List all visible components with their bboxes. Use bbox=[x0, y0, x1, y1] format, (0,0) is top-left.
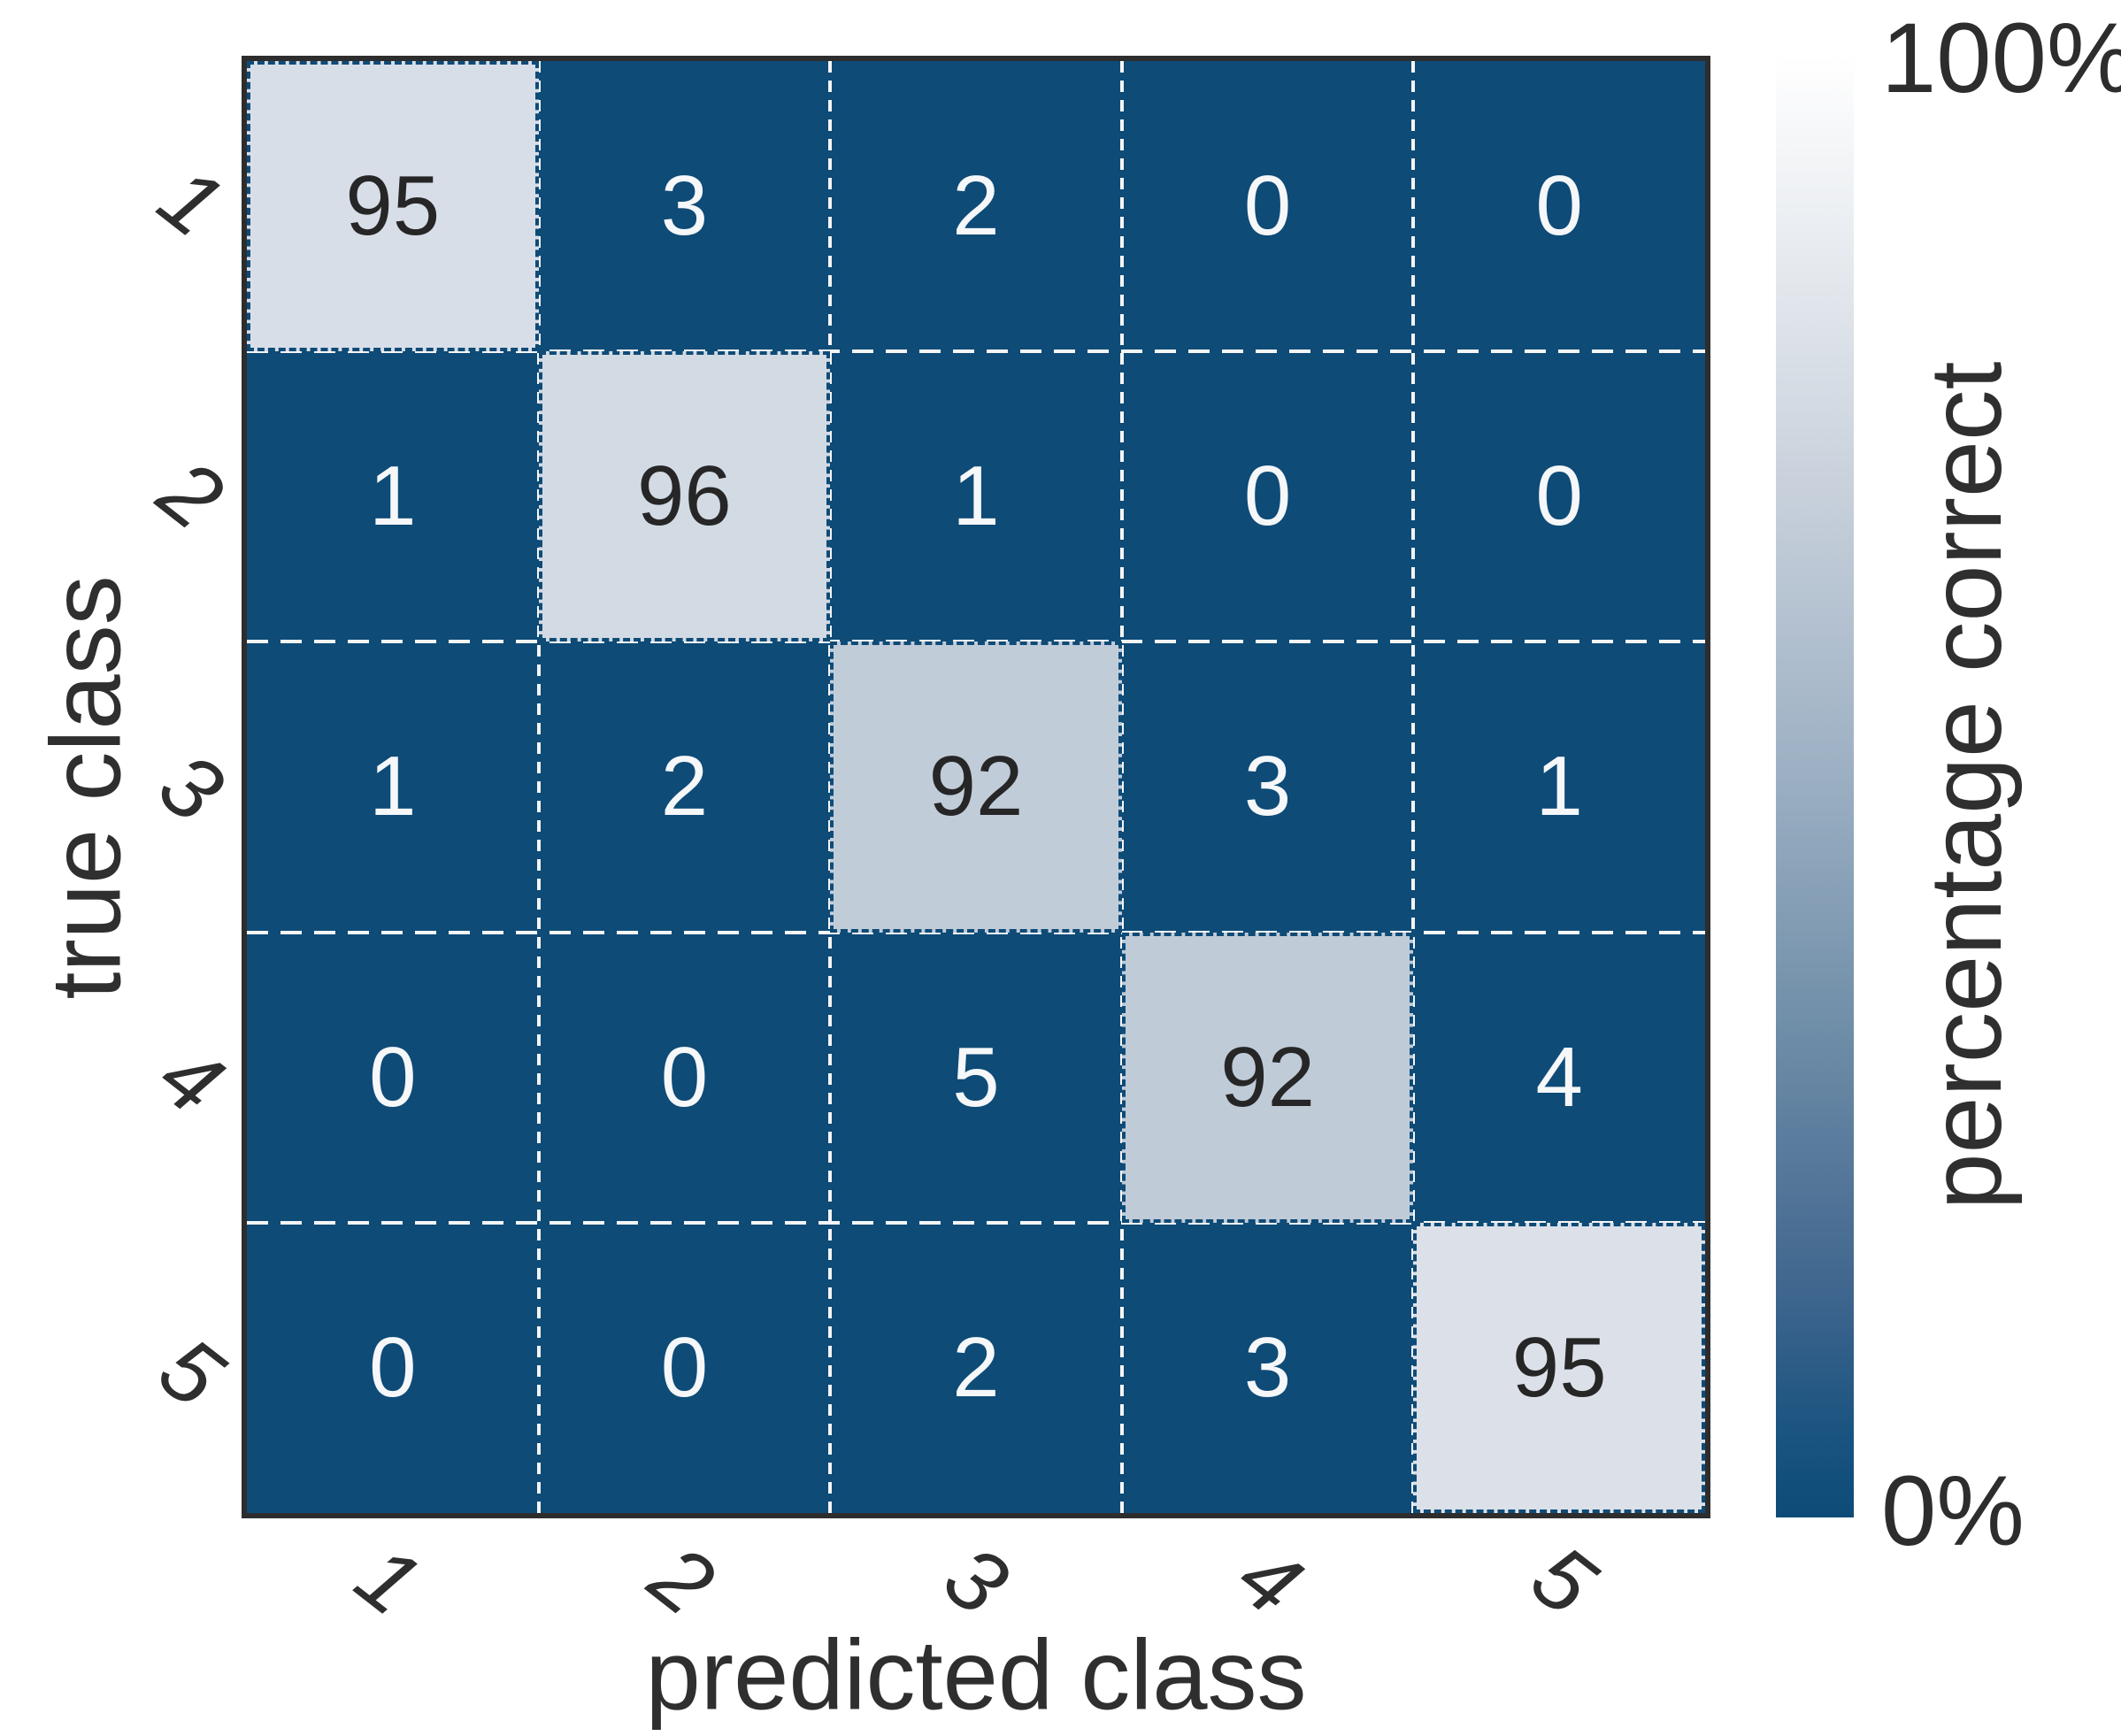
matrix-cell: 2 bbox=[952, 158, 1000, 254]
x-axis-title: predicted class bbox=[645, 1619, 1307, 1731]
confusion-matrix: 95 3 2 0 0 1 96 1 0 0 1 2 92 3 1 0 0 5 92 4 0 0 2 3 95 bbox=[242, 56, 1710, 1518]
matrix-cell: 0 bbox=[1243, 449, 1292, 544]
colorbar-min-label: 0% bbox=[1881, 1456, 2025, 1566]
x-tick-label: 1 bbox=[338, 1525, 439, 1635]
matrix-cell: 1 bbox=[369, 739, 417, 834]
matrix-cell: 0 bbox=[1535, 449, 1583, 544]
colorbar-max-label: 100% bbox=[1881, 3, 2121, 113]
matrix-cell: 95 bbox=[1413, 1222, 1705, 1513]
matrix-cell: 0 bbox=[1243, 158, 1292, 254]
matrix-cell: 95 bbox=[247, 61, 539, 352]
grid-line-horizontal bbox=[247, 930, 1705, 934]
matrix-cell: 5 bbox=[952, 1029, 1000, 1125]
matrix-cell: 4 bbox=[1535, 1029, 1583, 1125]
colorbar-title: percentage correct bbox=[1910, 361, 2023, 1210]
matrix-cell: 0 bbox=[660, 1319, 709, 1415]
matrix-cell: 3 bbox=[1243, 739, 1292, 834]
matrix-cell: 0 bbox=[369, 1319, 417, 1415]
matrix-cell: 0 bbox=[1535, 158, 1583, 254]
matrix-cell: 92 bbox=[1121, 932, 1414, 1223]
grid-line-vertical bbox=[1411, 61, 1416, 1513]
y-tick-label: 4 bbox=[141, 1025, 242, 1134]
y-tick-label: 1 bbox=[141, 148, 242, 257]
matrix-cell: 0 bbox=[660, 1029, 709, 1125]
y-tick-label: 5 bbox=[141, 1317, 242, 1426]
matrix-grid: 95 3 2 0 0 1 96 1 0 0 1 2 92 3 1 0 0 5 92 4 0 0 2 3 95 bbox=[247, 61, 1705, 1513]
matrix-cell: 96 bbox=[538, 351, 831, 642]
grid-line-vertical bbox=[1119, 61, 1124, 1513]
y-tick-label: 2 bbox=[141, 440, 242, 549]
matrix-cell: 2 bbox=[952, 1319, 1000, 1415]
matrix-cell: 1 bbox=[369, 449, 417, 544]
matrix-cell: 1 bbox=[1535, 739, 1583, 834]
matrix-cell: 2 bbox=[660, 739, 709, 834]
matrix-cell: 0 bbox=[369, 1029, 417, 1125]
matrix-cell: 92 bbox=[830, 641, 1122, 933]
x-tick-label: 5 bbox=[1513, 1525, 1614, 1635]
grid-line-vertical bbox=[536, 61, 541, 1513]
y-axis-title: true class bbox=[30, 575, 142, 1000]
grid-line-horizontal bbox=[247, 350, 1705, 354]
x-tick-label: 4 bbox=[1219, 1525, 1320, 1635]
matrix-cell: 1 bbox=[952, 449, 1000, 544]
x-tick-label: 3 bbox=[926, 1525, 1026, 1635]
y-tick-label: 3 bbox=[141, 733, 242, 841]
matrix-cell: 3 bbox=[1243, 1319, 1292, 1415]
x-tick-label: 2 bbox=[632, 1525, 733, 1635]
colorbar-gradient bbox=[1776, 56, 1854, 1517]
grid-line-horizontal bbox=[247, 1220, 1705, 1225]
matrix-cell: 3 bbox=[660, 158, 709, 254]
